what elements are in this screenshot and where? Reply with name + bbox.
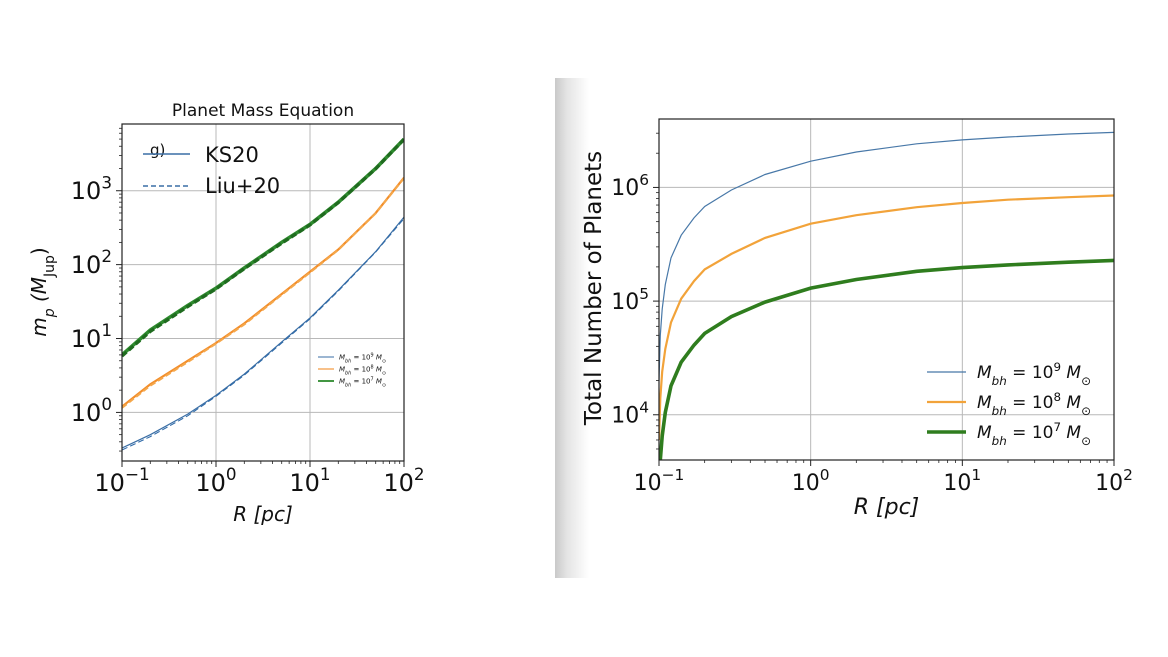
y-tick-label: 102 xyxy=(71,246,112,279)
x-tick-label-text: 100 xyxy=(195,464,236,497)
y-tick-label: 100 xyxy=(71,394,112,427)
axes-frame xyxy=(121,123,405,462)
legend-label-ks20: KS20 xyxy=(205,143,259,167)
axes-frame xyxy=(658,118,1115,461)
legend-label-liu20: Liu+20 xyxy=(205,174,280,198)
x-tick-label: 100 xyxy=(195,464,236,497)
y-tick-label-exp: 5 xyxy=(639,285,649,303)
x-tick-label-text: 102 xyxy=(383,464,424,497)
y-axis-label: Total Number of Planets xyxy=(581,151,607,426)
x-tick-label-text: 100 xyxy=(792,466,830,496)
legend-label-1: Mbh = 108 M⊙ xyxy=(977,390,1091,418)
y-tick-label-base: 10 xyxy=(611,403,639,428)
legend-label-2: Mbh = 107 M⊙ xyxy=(977,420,1091,448)
x-axis-label: R [pc] xyxy=(854,495,920,520)
y-tick-label-text: 101 xyxy=(71,320,112,353)
y-tick-label-exp: 0 xyxy=(101,394,112,414)
x-tick-label-exp: 2 xyxy=(1123,466,1133,484)
plot-area xyxy=(122,124,404,461)
mass-legend-label-0: Mbh = 109 M⊙ xyxy=(339,353,386,365)
x-tick-label: 102 xyxy=(383,464,424,497)
x-tick-label-exp: 1 xyxy=(320,464,331,484)
y-tick-label-text: 106 xyxy=(611,171,649,201)
y-tick-label-base: 10 xyxy=(71,177,102,205)
chart-title: Planet Mass Equation xyxy=(172,101,354,121)
x-tick-label-text: 101 xyxy=(943,466,981,496)
x-tick-label: 10−1 xyxy=(94,464,149,497)
x-tick-label: 10−1 xyxy=(634,466,685,496)
x-tick-label-text: 10−1 xyxy=(94,464,149,497)
x-tick-label-exp: 0 xyxy=(820,466,830,484)
y-tick-label-exp: 3 xyxy=(101,172,112,192)
y-tick-label-base: 10 xyxy=(611,290,639,315)
x-tick-label-base: 10 xyxy=(289,469,320,497)
legend-label-0: Mbh = 109 M⊙ xyxy=(977,360,1091,388)
x-tick-label-exp: −1 xyxy=(125,464,150,484)
y-tick-label-text: 102 xyxy=(71,246,112,279)
plot-area xyxy=(659,119,1114,460)
series-dashed-line-0 xyxy=(122,218,404,451)
x-tick-label: 101 xyxy=(289,464,330,497)
x-tick-label: 101 xyxy=(943,466,981,496)
y-tick-label-base: 10 xyxy=(611,176,639,201)
mass-legend-label-2: Mbh = 107 M⊙ xyxy=(339,377,386,389)
x-tick-label-exp: 1 xyxy=(971,466,981,484)
x-tick-label-exp: −1 xyxy=(662,466,685,484)
y-tick-label-text: 103 xyxy=(71,172,112,205)
y-tick-label-exp: 1 xyxy=(101,320,112,340)
x-tick-label-base: 10 xyxy=(943,471,971,496)
series-dashed-line-2 xyxy=(122,138,404,358)
x-tick-label-base: 10 xyxy=(383,469,414,497)
x-tick-label-base: 10 xyxy=(1095,471,1123,496)
series-line-2 xyxy=(659,258,1114,460)
x-tick-label-base: 10 xyxy=(94,469,125,497)
y-tick-label-text: 104 xyxy=(611,399,649,429)
x-axis-label: R [pc] xyxy=(233,502,293,526)
y-tick-label: 105 xyxy=(611,285,649,315)
x-tick-label: 102 xyxy=(1095,466,1133,496)
panel-divider xyxy=(555,78,589,578)
y-tick-label: 101 xyxy=(71,320,112,353)
x-tick-label-base: 10 xyxy=(634,471,662,496)
y-axis-label: mp (MJup) xyxy=(27,247,58,337)
series-dashed-line-1 xyxy=(122,177,404,409)
y-tick-label: 103 xyxy=(71,172,112,205)
y-tick-label-exp: 6 xyxy=(639,171,649,189)
y-tick-label-base: 10 xyxy=(71,399,102,427)
x-tick-label-text: 10−1 xyxy=(634,466,685,496)
x-tick-label: 100 xyxy=(792,466,830,496)
x-tick-label-base: 10 xyxy=(195,469,226,497)
x-tick-label-base: 10 xyxy=(792,471,820,496)
y-tick-label: 104 xyxy=(611,399,649,429)
series-line-0 xyxy=(659,131,1114,381)
y-tick-label-text: 100 xyxy=(71,394,112,427)
mass-legend-label-1: Mbh = 108 M⊙ xyxy=(339,365,386,377)
y-tick-label-base: 10 xyxy=(71,251,102,279)
x-tick-label-exp: 0 xyxy=(226,464,237,484)
x-tick-label-text: 102 xyxy=(1095,466,1133,496)
x-tick-label-exp: 2 xyxy=(414,464,425,484)
series-line-1 xyxy=(659,194,1114,441)
y-tick-label-base: 10 xyxy=(71,325,102,353)
x-tick-label-text: 101 xyxy=(289,464,330,497)
y-tick-label-exp: 2 xyxy=(101,246,112,266)
panel-label: g) xyxy=(150,141,165,159)
y-tick-label-exp: 4 xyxy=(639,399,649,417)
y-tick-label-text: 105 xyxy=(611,285,649,315)
y-tick-label: 106 xyxy=(611,171,649,201)
